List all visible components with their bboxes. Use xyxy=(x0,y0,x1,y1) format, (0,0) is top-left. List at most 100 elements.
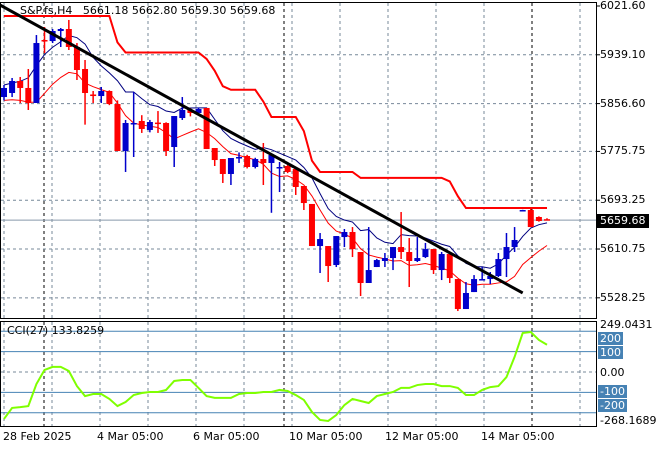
cci-max-label: 249.0431 xyxy=(600,318,653,331)
cci-level-minus100: -100 xyxy=(598,385,627,398)
candle-body xyxy=(163,122,170,152)
candle-body xyxy=(154,122,161,125)
high-value: 5662.80 xyxy=(131,4,178,17)
price-tick-label: 6021.60 xyxy=(600,0,646,12)
candle-body xyxy=(381,258,388,261)
candle-body xyxy=(479,279,486,281)
symbol-label: S&P.fs,H4 xyxy=(20,4,73,17)
candle-body xyxy=(106,90,113,105)
candle-body xyxy=(41,40,48,42)
price-tick-label: 5610.75 xyxy=(600,242,646,256)
candle-body xyxy=(227,158,234,174)
candle-body xyxy=(9,81,16,94)
price-panel-frame xyxy=(0,2,597,319)
cci-level-100: 100 xyxy=(598,346,623,359)
candle-body xyxy=(325,246,332,267)
candle-body xyxy=(236,157,243,159)
cci-zero-label: 0.00 xyxy=(600,366,625,379)
candle-body xyxy=(130,122,137,125)
upper-moving-average xyxy=(3,34,548,269)
candle-body xyxy=(471,279,478,293)
candle-body xyxy=(446,254,453,279)
candle-body xyxy=(17,81,24,88)
price-tick-label: 5856.60 xyxy=(600,96,646,110)
trendline xyxy=(0,3,524,295)
time-label: 10 Mar 05:00 xyxy=(289,430,363,443)
candle-body xyxy=(341,232,348,238)
candle-body xyxy=(414,258,421,261)
candle-body xyxy=(300,185,307,204)
candle-body xyxy=(487,276,494,280)
candle-body xyxy=(365,270,372,284)
candle-body xyxy=(244,156,251,168)
candle-body xyxy=(211,148,218,161)
cci-label: CCI(27) 133.8259 xyxy=(7,324,105,337)
cci-min-label: -268.1689 xyxy=(600,414,657,427)
price-panel xyxy=(0,3,550,312)
candle-body xyxy=(252,159,259,168)
candle-body xyxy=(398,247,405,253)
candle-body xyxy=(195,108,202,114)
lower-moving-average xyxy=(3,71,548,286)
time-label: 4 Mar 05:00 xyxy=(97,430,164,443)
candle-body xyxy=(495,259,502,277)
candle-body xyxy=(179,109,186,119)
candle-body xyxy=(1,87,7,98)
candle-body xyxy=(454,279,461,310)
candle-body xyxy=(357,252,364,284)
candle-body xyxy=(422,249,429,258)
low-value: 5659.30 xyxy=(180,4,227,17)
time-label: 14 Mar 05:00 xyxy=(481,430,555,443)
candle-body xyxy=(349,232,356,250)
candle-body xyxy=(114,104,121,152)
candle-body xyxy=(406,252,413,261)
cci-panel-frame xyxy=(0,321,597,427)
price-tick-label: 5775.75 xyxy=(600,144,646,158)
candle-body xyxy=(503,247,510,260)
time-label: 6 Mar 05:00 xyxy=(193,430,260,443)
candle-body xyxy=(276,167,283,169)
price-tick-label: 5693.25 xyxy=(600,193,646,207)
cci-level-200: 200 xyxy=(598,332,623,345)
candle-body xyxy=(65,29,72,47)
candle-body xyxy=(90,94,97,97)
price-tick-label: 5939.10 xyxy=(600,47,646,61)
candle-body xyxy=(138,120,145,129)
candle-body xyxy=(292,169,299,187)
cci-level-minus200: -200 xyxy=(598,399,627,412)
candle-body xyxy=(98,90,105,97)
candle-body xyxy=(438,254,445,271)
cci-line xyxy=(3,330,548,423)
candle-body xyxy=(219,159,226,174)
candle-body xyxy=(57,29,64,32)
candle-body xyxy=(430,249,437,271)
candle-body xyxy=(33,43,40,104)
candle-body xyxy=(519,210,526,212)
price-tick-label: 5528.25 xyxy=(600,290,646,304)
candle-body xyxy=(49,31,56,42)
open-value: 5661.18 xyxy=(82,4,129,17)
candle-body xyxy=(260,159,267,163)
candle-body xyxy=(373,260,380,268)
current-price-label: 5659.68 xyxy=(597,214,649,228)
candle-body xyxy=(390,247,397,259)
candle-body xyxy=(462,292,469,310)
cci-panel xyxy=(3,330,548,423)
candle-body xyxy=(146,121,153,130)
close-value: 5659.68 xyxy=(229,4,276,17)
candle-body xyxy=(268,154,275,163)
time-label: 28 Feb 2025 xyxy=(3,430,72,443)
candle-body xyxy=(317,239,324,247)
time-label: 12 Mar 05:00 xyxy=(385,430,459,443)
candle-body xyxy=(308,203,315,247)
candle-body xyxy=(203,107,210,150)
channel-high-line xyxy=(4,14,547,210)
grid xyxy=(1,3,600,426)
candle-body xyxy=(544,219,550,221)
candle-body xyxy=(82,68,89,94)
candle-body xyxy=(25,87,32,104)
candle-body xyxy=(527,210,534,228)
candle-body xyxy=(333,236,340,266)
candle-body xyxy=(73,46,80,70)
candle-body xyxy=(171,116,178,148)
